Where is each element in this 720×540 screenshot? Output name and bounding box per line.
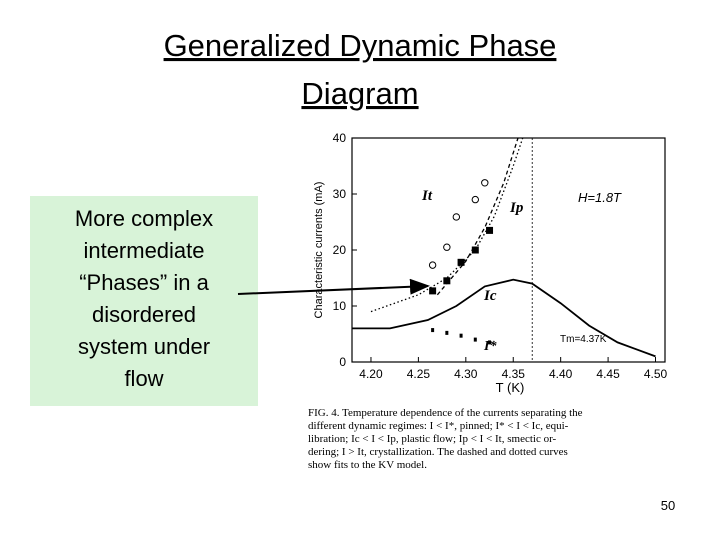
arrow: [237, 278, 430, 295]
x-tick-label: 4.25: [407, 367, 431, 381]
callout-box: [30, 196, 258, 406]
caption: FIG. 4. Temperature dependence of the cu…: [308, 407, 583, 419]
x-tick-label: 4.35: [502, 367, 526, 381]
y-axis-label: Characteristic currents (mA): [313, 182, 325, 319]
marker: [445, 330, 449, 335]
annotation: Ic: [483, 288, 497, 304]
callout-text: disordered: [92, 302, 196, 327]
y-tick-label: 10: [333, 299, 347, 313]
marker: [429, 287, 437, 295]
marker: [488, 340, 492, 345]
y-tick-label: 0: [339, 355, 346, 369]
marker: [471, 246, 479, 254]
marker: [428, 261, 437, 269]
annotation: Tm=4.37K: [560, 334, 607, 345]
marker: [481, 179, 489, 187]
x-tick-label: 4.30: [454, 367, 478, 381]
page-number: 50: [661, 498, 675, 513]
curve: [370, 137, 524, 313]
x-tick-label: 4.40: [549, 367, 573, 381]
annotation: H=1.8T: [578, 190, 622, 205]
marker: [459, 333, 463, 338]
marker: [471, 195, 480, 204]
title: Diagram: [301, 76, 418, 111]
marker: [443, 277, 451, 285]
caption: libration; Ic < I < Ip, plastic flow; Ip…: [308, 433, 557, 445]
callout-text: “Phases” in a: [79, 270, 209, 295]
x-axis-label: T (K): [496, 380, 525, 395]
marker: [431, 328, 435, 333]
marker: [452, 213, 461, 221]
marker: [443, 243, 451, 251]
curve: [352, 278, 656, 358]
caption: different dynamic regimes: I < I*, pinne…: [308, 420, 569, 432]
x-tick-label: 4.50: [644, 367, 668, 381]
curve: [436, 137, 519, 296]
annotation: It: [421, 188, 433, 204]
annotation: Ip: [509, 200, 524, 216]
caption: dering; I > It, crystallization. The das…: [308, 446, 568, 458]
marker: [486, 226, 494, 234]
annotation: I*: [483, 339, 497, 354]
callout-text: flow: [124, 366, 163, 391]
callout-text: More complex: [75, 206, 213, 231]
x-tick-label: 4.20: [359, 367, 383, 381]
x-tick-label: 4.45: [596, 367, 620, 381]
y-tick-label: 40: [333, 131, 347, 145]
marker: [457, 258, 465, 266]
title: Generalized Dynamic Phase: [164, 28, 557, 63]
callout-text: system under: [78, 334, 210, 359]
plot-frame: [351, 137, 666, 363]
marker: [473, 337, 477, 342]
y-tick-label: 30: [333, 187, 347, 201]
y-tick-label: 20: [333, 243, 347, 257]
callout-text: intermediate: [83, 238, 204, 263]
caption: show fits to the KV model.: [308, 459, 427, 471]
